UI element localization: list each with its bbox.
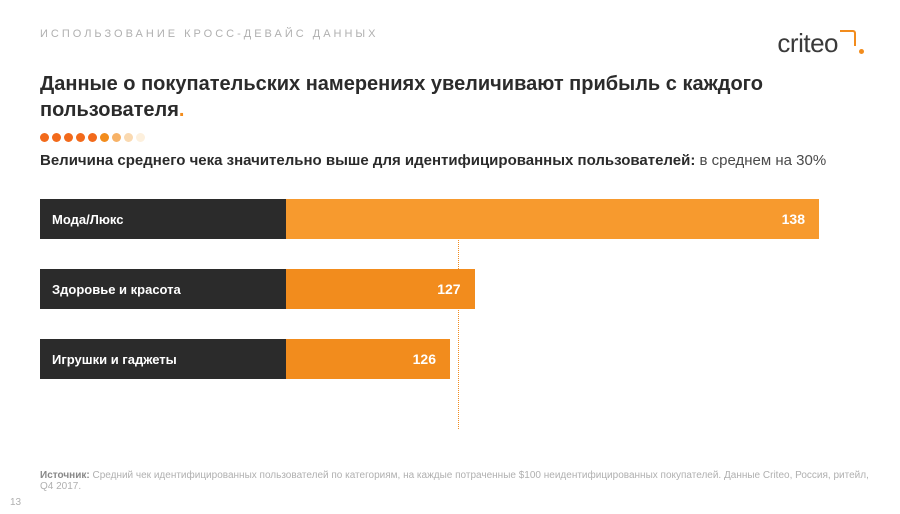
title-main: Данные о покупательских намерениях увели… [40,73,763,121]
subtitle-strong: Величина среднего чека значительно выше … [40,152,695,169]
logo-text: criteo [777,28,838,59]
title-period: . [179,99,185,121]
subtitle: Величина среднего чека значительно выше … [0,142,900,169]
logo: criteo [777,28,864,59]
progress-dot [64,133,73,142]
progress-dot [76,133,85,142]
bar-chart: Мода/Люкс138Здоровье и красота127Игрушки… [40,199,860,439]
progress-dot [88,133,97,142]
progress-dot [112,133,121,142]
kicker-text: ИСПОЛЬЗОВАНИЕ КРОСС-ДЕВАЙС ДАННЫХ [40,28,379,40]
bar-row: Здоровье и красота127 [40,269,860,309]
bar-row: Игрушки и гаджеты126 [40,339,860,379]
page-number: 13 [10,497,21,508]
bar-value-segment: 126 [286,339,450,379]
source-label: Источник: [40,470,90,481]
bar-value-segment: 138 [286,199,819,239]
progress-dot [40,133,49,142]
page-title: Данные о покупательских намерениях увели… [0,59,900,123]
progress-dot [52,133,61,142]
bar-base-segment: Здоровье и красота [40,269,286,309]
source-text: Средний чек идентифицированных пользоват… [40,470,869,492]
bar-value-segment: 127 [286,269,475,309]
progress-dots [0,123,900,142]
logo-dot-icon [859,49,864,54]
bar-base-segment: Игрушки и гаджеты [40,339,286,379]
logo-bracket-icon [840,30,856,46]
subtitle-pct: в среднем на 30% [695,152,826,169]
progress-dot [100,133,109,142]
bar-row: Мода/Люкс138 [40,199,860,239]
progress-dot [136,133,145,142]
progress-dot [124,133,133,142]
source-line: Источник: Средний чек идентифицированных… [40,470,870,492]
bar-base-segment: Мода/Люкс [40,199,286,239]
